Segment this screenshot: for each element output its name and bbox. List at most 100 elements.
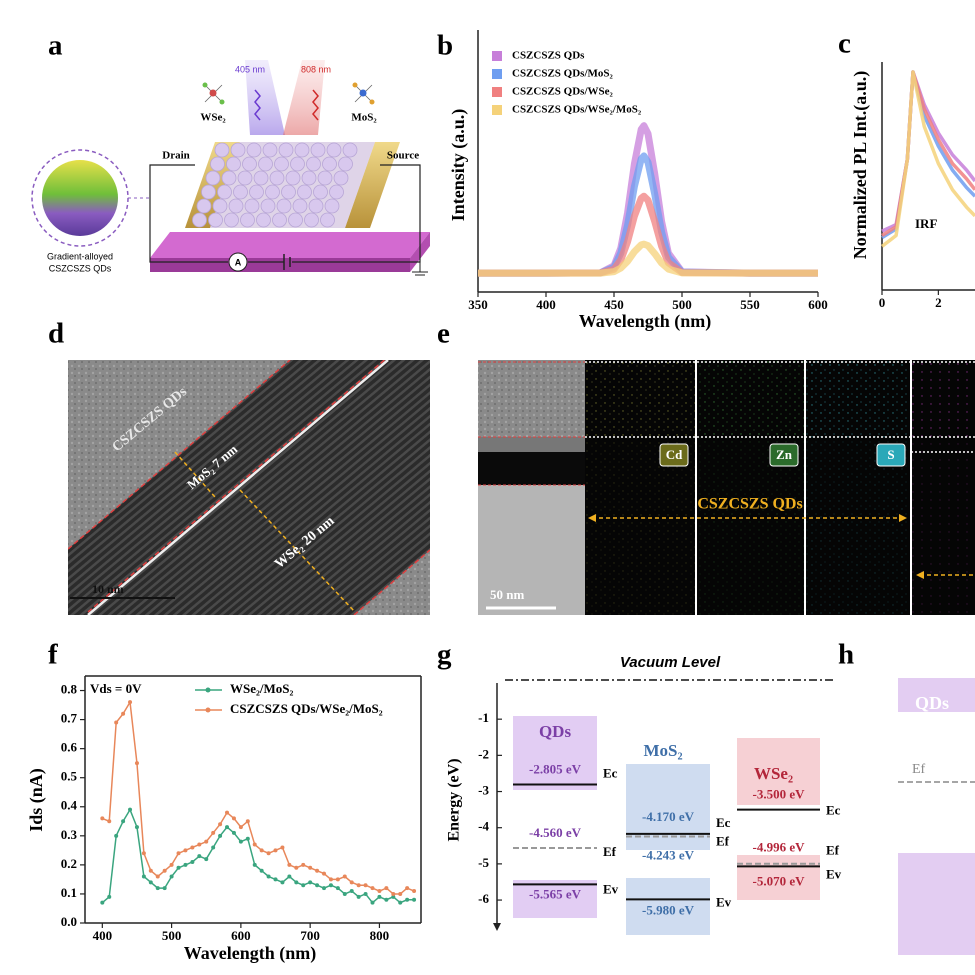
y-axis-label: Energy (eV) — [446, 758, 463, 841]
data-point — [148, 880, 153, 885]
data-point — [134, 825, 139, 830]
data-point — [266, 874, 271, 879]
data-point — [335, 886, 340, 891]
series-line — [478, 192, 818, 277]
quantum-dot — [208, 212, 223, 228]
panel-label: c — [838, 28, 851, 60]
quantum-dot — [278, 142, 294, 158]
data-point — [100, 816, 105, 821]
data-point — [176, 851, 181, 856]
series-line — [478, 240, 818, 277]
qd-caption: CSZCSZS QDs — [49, 263, 112, 273]
data-point — [134, 761, 139, 766]
panel-label: b — [437, 30, 453, 62]
quantum-dot — [249, 184, 264, 200]
quantum-dot — [224, 212, 239, 228]
band — [737, 738, 820, 805]
data-point — [204, 839, 209, 844]
quantum-dot — [226, 156, 241, 172]
data-point — [356, 894, 361, 899]
data-point — [328, 877, 333, 882]
legend-marker — [492, 105, 502, 115]
axis-arrow — [493, 923, 501, 931]
data-point — [231, 830, 236, 835]
panel-label: h — [838, 639, 854, 671]
quantum-dot — [297, 184, 312, 200]
series-line — [881, 70, 975, 233]
band — [513, 880, 597, 918]
value-label: -4.243 eV — [642, 847, 695, 862]
annotation: Vds = 0V — [90, 681, 142, 696]
data-point — [169, 862, 174, 867]
value-label: -5.070 eV — [753, 873, 806, 888]
quantum-dot — [262, 142, 278, 158]
data-point — [308, 865, 313, 870]
data-point — [107, 819, 112, 824]
series-line — [881, 70, 975, 240]
quantum-dot — [205, 170, 221, 186]
y-axis-label: Intensity (a.u.) — [448, 109, 469, 222]
legend-marker — [205, 687, 211, 693]
data-point — [356, 883, 361, 888]
data-point — [183, 862, 188, 867]
material-label: WSe₂ — [200, 112, 226, 124]
data-point — [225, 825, 230, 830]
electrode-label: Drain — [162, 150, 190, 162]
x-tick-label: 550 — [740, 297, 760, 312]
x-tick-label: 350 — [468, 297, 488, 312]
y-tick-label: 0.6 — [61, 740, 78, 755]
quantum-dot — [304, 212, 319, 228]
data-point — [342, 874, 347, 879]
data-point — [363, 883, 368, 888]
level-label: Ef — [912, 762, 926, 777]
quantum-dot — [253, 170, 269, 186]
legend-marker — [492, 51, 502, 61]
data-point — [391, 894, 396, 899]
y-tick-label: -3 — [478, 783, 489, 798]
laser-label: 405 nm — [235, 64, 265, 74]
band — [626, 878, 710, 935]
y-axis-label: Ids (nA) — [26, 768, 47, 832]
data-point — [294, 865, 299, 870]
scale-bar-label: 50 nm — [490, 587, 524, 602]
data-point — [377, 894, 382, 899]
data-point — [225, 810, 230, 815]
quantum-dot — [212, 198, 228, 214]
data-point — [218, 822, 223, 827]
band-diagram — [898, 678, 975, 955]
quantum-dot — [214, 142, 230, 158]
level-label: Ef — [716, 833, 730, 848]
quantum-dot — [306, 156, 321, 172]
data-point — [169, 874, 174, 879]
y-tick-label: -6 — [478, 891, 489, 906]
data-point — [308, 880, 313, 885]
data-point — [141, 874, 146, 879]
data-point — [266, 851, 271, 856]
legend-label: WSe₂/MoS₂ — [230, 681, 294, 696]
quantum-dot — [294, 142, 310, 158]
data-point — [197, 854, 202, 859]
data-point — [273, 877, 278, 882]
quantum-dot — [320, 212, 335, 228]
data-point — [280, 845, 285, 850]
data-point — [162, 886, 167, 891]
data-point — [238, 839, 243, 844]
quantum-dot — [230, 142, 246, 158]
data-point — [121, 819, 126, 824]
quantum-dot — [221, 170, 237, 186]
data-point — [363, 891, 368, 896]
data-point — [128, 807, 133, 812]
level-label: Ev — [716, 894, 732, 909]
x-tick-label: 500 — [162, 928, 182, 943]
quantum-dot — [242, 156, 257, 172]
quantum-dot — [285, 170, 301, 186]
x-tick-label: 450 — [604, 297, 624, 312]
y-tick-label: -1 — [478, 710, 489, 725]
level-label: Ec — [826, 803, 841, 818]
data-point — [384, 886, 389, 891]
quantum-dot — [276, 198, 292, 214]
value-label: -4.170 eV — [642, 809, 695, 824]
material-label: MoS₂ — [351, 112, 377, 124]
data-point — [301, 862, 306, 867]
quantum-dot — [260, 198, 276, 214]
